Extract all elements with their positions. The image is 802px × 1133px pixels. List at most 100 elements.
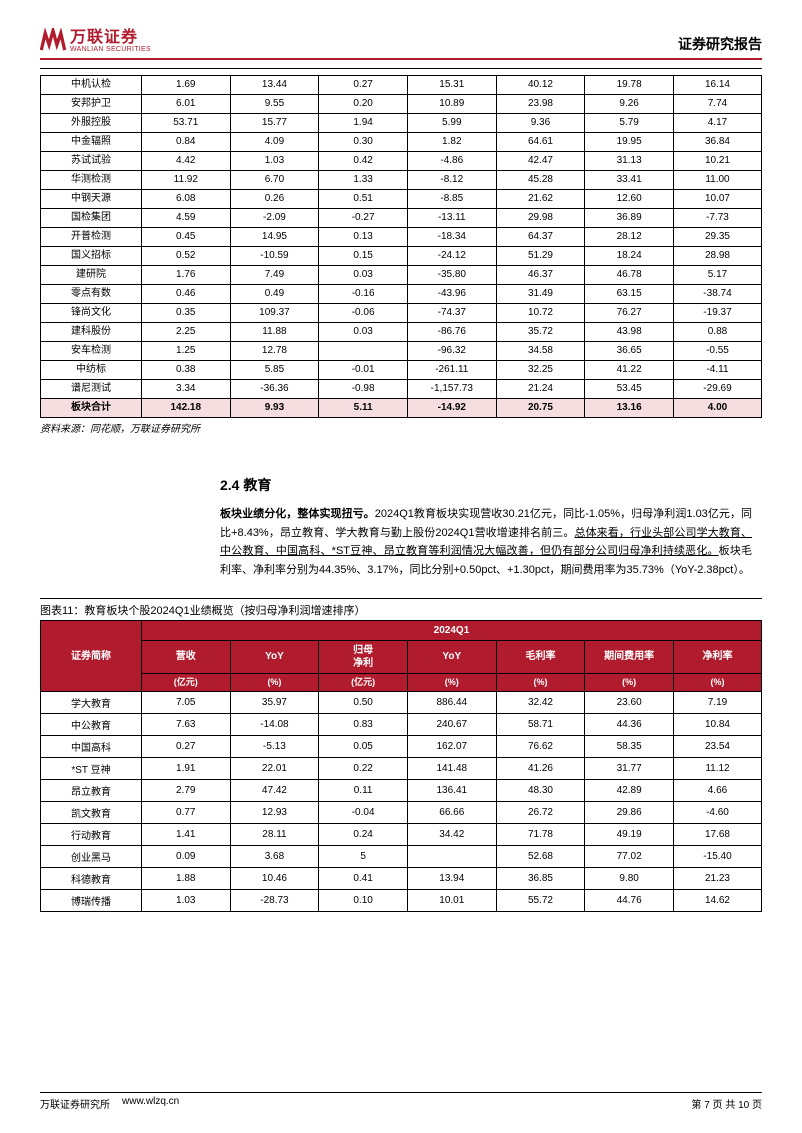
th-unit: (%) — [585, 673, 674, 692]
table-cell: 45.28 — [496, 171, 585, 190]
table-cell: 19.95 — [585, 133, 674, 152]
table-cell: 6.08 — [141, 190, 230, 209]
table-row: 国义招标0.52-10.590.15-24.1251.2918.2428.98 — [41, 247, 762, 266]
table-cell: *ST 豆神 — [41, 758, 142, 780]
table-cell: 1.82 — [407, 133, 496, 152]
table-row: 建研院1.767.490.03-35.8046.3746.785.17 — [41, 266, 762, 285]
table-cell: 22.01 — [230, 758, 319, 780]
table-row: 凯文教育0.7712.93-0.0466.6626.7229.86-4.60 — [41, 802, 762, 824]
table-cell — [407, 846, 496, 868]
table-cell: 0.20 — [319, 95, 408, 114]
table-cell: 1.94 — [319, 114, 408, 133]
table-cell: 9.93 — [230, 399, 319, 418]
table-cell: 凯文教育 — [41, 802, 142, 824]
table-cell: 1.33 — [319, 171, 408, 190]
table-cell: 58.35 — [585, 736, 674, 758]
table-cell: 1.69 — [141, 76, 230, 95]
table-cell: 53.45 — [585, 380, 674, 399]
table-cell: 10.72 — [496, 304, 585, 323]
table-cell: 76.27 — [585, 304, 674, 323]
table-cell: 5.17 — [673, 266, 761, 285]
table-cell: -1,157.73 — [407, 380, 496, 399]
table-cell: 44.36 — [585, 714, 674, 736]
table-row: 中金辐照0.844.090.301.8264.6119.9536.84 — [41, 133, 762, 152]
table-cell: 21.23 — [673, 868, 761, 890]
table-cell: 10.01 — [407, 890, 496, 912]
table-cell: 18.24 — [585, 247, 674, 266]
table-cell: 外服控股 — [41, 114, 142, 133]
table-cell: 0.03 — [319, 323, 408, 342]
table-cell: 中机认检 — [41, 76, 142, 95]
table-cell: 苏试试验 — [41, 152, 142, 171]
table-cell: 5.99 — [407, 114, 496, 133]
table-cell: 42.89 — [585, 780, 674, 802]
table-row: 零点有数0.460.49-0.16-43.9631.4963.15-38.74 — [41, 285, 762, 304]
table-cell: 2.25 — [141, 323, 230, 342]
table-cell: 9.80 — [585, 868, 674, 890]
table-cell: 40.12 — [496, 76, 585, 95]
table-row: 安邦护卫6.019.550.2010.8923.989.267.74 — [41, 95, 762, 114]
table-cell: -28.73 — [230, 890, 319, 912]
table-cell: 中公教育 — [41, 714, 142, 736]
table-cell: 36.65 — [585, 342, 674, 361]
table-cell: -0.16 — [319, 285, 408, 304]
th-group: 2024Q1 — [141, 620, 761, 640]
table-cell: 行动教育 — [41, 824, 142, 846]
table-cell: 109.37 — [230, 304, 319, 323]
table-row: 国检集团4.59-2.09-0.27-13.1129.9836.89-7.73 — [41, 209, 762, 228]
table-cell: -18.34 — [407, 228, 496, 247]
table-cell: 29.98 — [496, 209, 585, 228]
table-cell: 11.92 — [141, 171, 230, 190]
table-cell: 43.98 — [585, 323, 674, 342]
table-education-sector: 证券简称2024Q1营收YoY归母净利YoY毛利率期间费用率净利率(亿元)(%)… — [40, 620, 762, 913]
table-cell: 科德教育 — [41, 868, 142, 890]
table-cell: 136.41 — [407, 780, 496, 802]
table-cell: 创业黑马 — [41, 846, 142, 868]
th-unit: (%) — [407, 673, 496, 692]
table-row: 中国高科0.27-5.130.05162.0776.6258.3523.54 — [41, 736, 762, 758]
table-cell: 20.75 — [496, 399, 585, 418]
section-paragraph: 板块业绩分化，整体实现扭亏。2024Q1教育板块实现营收30.21亿元，同比-1… — [220, 505, 752, 580]
table-cell — [319, 342, 408, 361]
table-cell: 13.16 — [585, 399, 674, 418]
table-cell: 0.24 — [319, 824, 408, 846]
table-cell: 0.27 — [141, 736, 230, 758]
th-unit: (亿元) — [141, 673, 230, 692]
table-cell: 11.12 — [673, 758, 761, 780]
table-cell: 0.50 — [319, 692, 408, 714]
table-cell: 28.12 — [585, 228, 674, 247]
table-cell: 3.34 — [141, 380, 230, 399]
table-cell: 31.49 — [496, 285, 585, 304]
table-cell: 中金辐照 — [41, 133, 142, 152]
table-cell: 谱尼测试 — [41, 380, 142, 399]
table-cell: 58.71 — [496, 714, 585, 736]
table-cell: 5.11 — [319, 399, 408, 418]
table-cell: 76.62 — [496, 736, 585, 758]
table-cell: 0.09 — [141, 846, 230, 868]
table-cell: 0.30 — [319, 133, 408, 152]
table-cell: 34.42 — [407, 824, 496, 846]
table-row: 创业黑马0.093.68552.6877.02-15.40 — [41, 846, 762, 868]
th-metric: 净利率 — [673, 640, 761, 673]
table-row: 中机认检1.6913.440.2715.3140.1219.7816.14 — [41, 76, 762, 95]
table-cell: -0.27 — [319, 209, 408, 228]
table-cell: 4.09 — [230, 133, 319, 152]
table-row: 谱尼测试3.34-36.36-0.98-1,157.7321.2453.45-2… — [41, 380, 762, 399]
th-name: 证券简称 — [41, 620, 142, 692]
table-cell: 29.86 — [585, 802, 674, 824]
table-cell: 1.03 — [141, 890, 230, 912]
table-cell: 42.47 — [496, 152, 585, 171]
table-cell: -86.76 — [407, 323, 496, 342]
table-cell: 4.17 — [673, 114, 761, 133]
table-cell: 19.78 — [585, 76, 674, 95]
table-cell: 10.21 — [673, 152, 761, 171]
table-cell: 博瑞传播 — [41, 890, 142, 912]
table-cell: 11.88 — [230, 323, 319, 342]
table-cell: 46.37 — [496, 266, 585, 285]
table-cell: 55.72 — [496, 890, 585, 912]
table-cell: 46.78 — [585, 266, 674, 285]
table-row: 昂立教育2.7947.420.11136.4148.3042.894.66 — [41, 780, 762, 802]
table-cell: 1.03 — [230, 152, 319, 171]
table-cell: 锋尚文化 — [41, 304, 142, 323]
chart11-caption: 图表11：教育板块个股2024Q1业绩概览（按归母净利润增速排序） — [40, 598, 762, 618]
